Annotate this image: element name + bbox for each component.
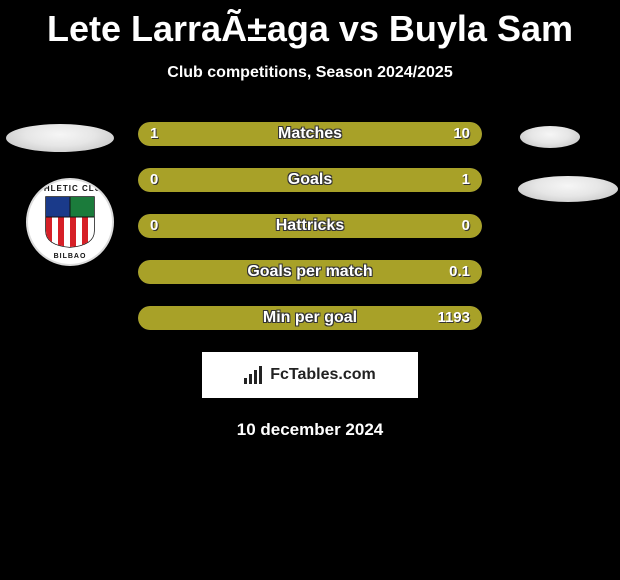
- stat-value-right: 1193: [437, 306, 470, 330]
- page-title: Lete LarraÃ±aga vs Buyla Sam: [0, 0, 620, 50]
- fctables-label: FcTables.com: [270, 366, 376, 384]
- stat-label: Goals per match: [138, 260, 482, 284]
- stat-value-right: 10: [453, 122, 470, 146]
- stat-label: Hattricks: [138, 214, 482, 238]
- bar-chart-bar: [249, 374, 252, 384]
- stats-container: 1Matches100Goals10Hattricks0Goals per ma…: [0, 122, 620, 330]
- stat-row: 1Matches10: [138, 122, 482, 146]
- bar-chart-bar: [254, 370, 257, 384]
- bar-chart-icon: [244, 366, 264, 384]
- bar-chart-bar: [259, 366, 262, 384]
- stat-row: 0Hattricks0: [138, 214, 482, 238]
- page-subtitle: Club competitions, Season 2024/2025: [0, 64, 620, 82]
- stat-row: Goals per match0.1: [138, 260, 482, 284]
- fctables-watermark: FcTables.com: [202, 352, 418, 398]
- stat-row: 0Goals1: [138, 168, 482, 192]
- stat-value-right: 1: [462, 168, 470, 192]
- stat-label: Goals: [138, 168, 482, 192]
- date-label: 10 december 2024: [0, 420, 620, 440]
- bar-chart-bar: [244, 378, 247, 384]
- stat-label: Matches: [138, 122, 482, 146]
- stat-row: Min per goal1193: [138, 306, 482, 330]
- stat-value-right: 0.1: [449, 260, 470, 284]
- stat-label: Min per goal: [138, 306, 482, 330]
- stat-value-right: 0: [462, 214, 470, 238]
